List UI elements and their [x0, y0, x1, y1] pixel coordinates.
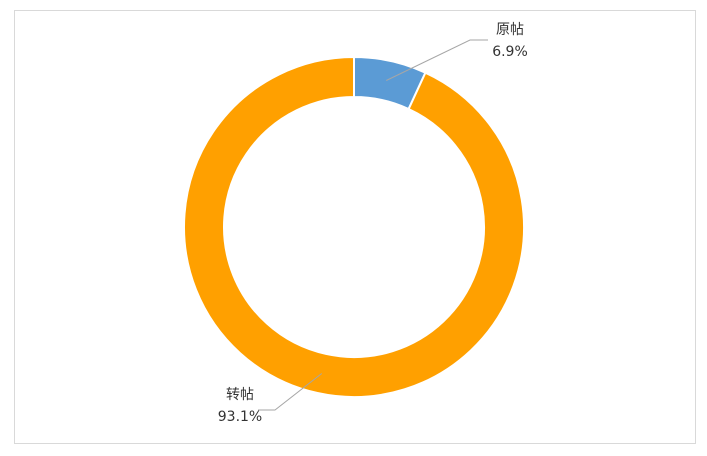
donut-slice — [183, 55, 525, 398]
value-label: 6.9% — [492, 44, 528, 60]
leader-line — [258, 373, 323, 411]
slice-label: 原帖 — [496, 22, 524, 38]
slice-label: 转帖 — [226, 387, 254, 403]
value-label: 93.1% — [218, 409, 262, 425]
leader-line — [386, 39, 488, 81]
